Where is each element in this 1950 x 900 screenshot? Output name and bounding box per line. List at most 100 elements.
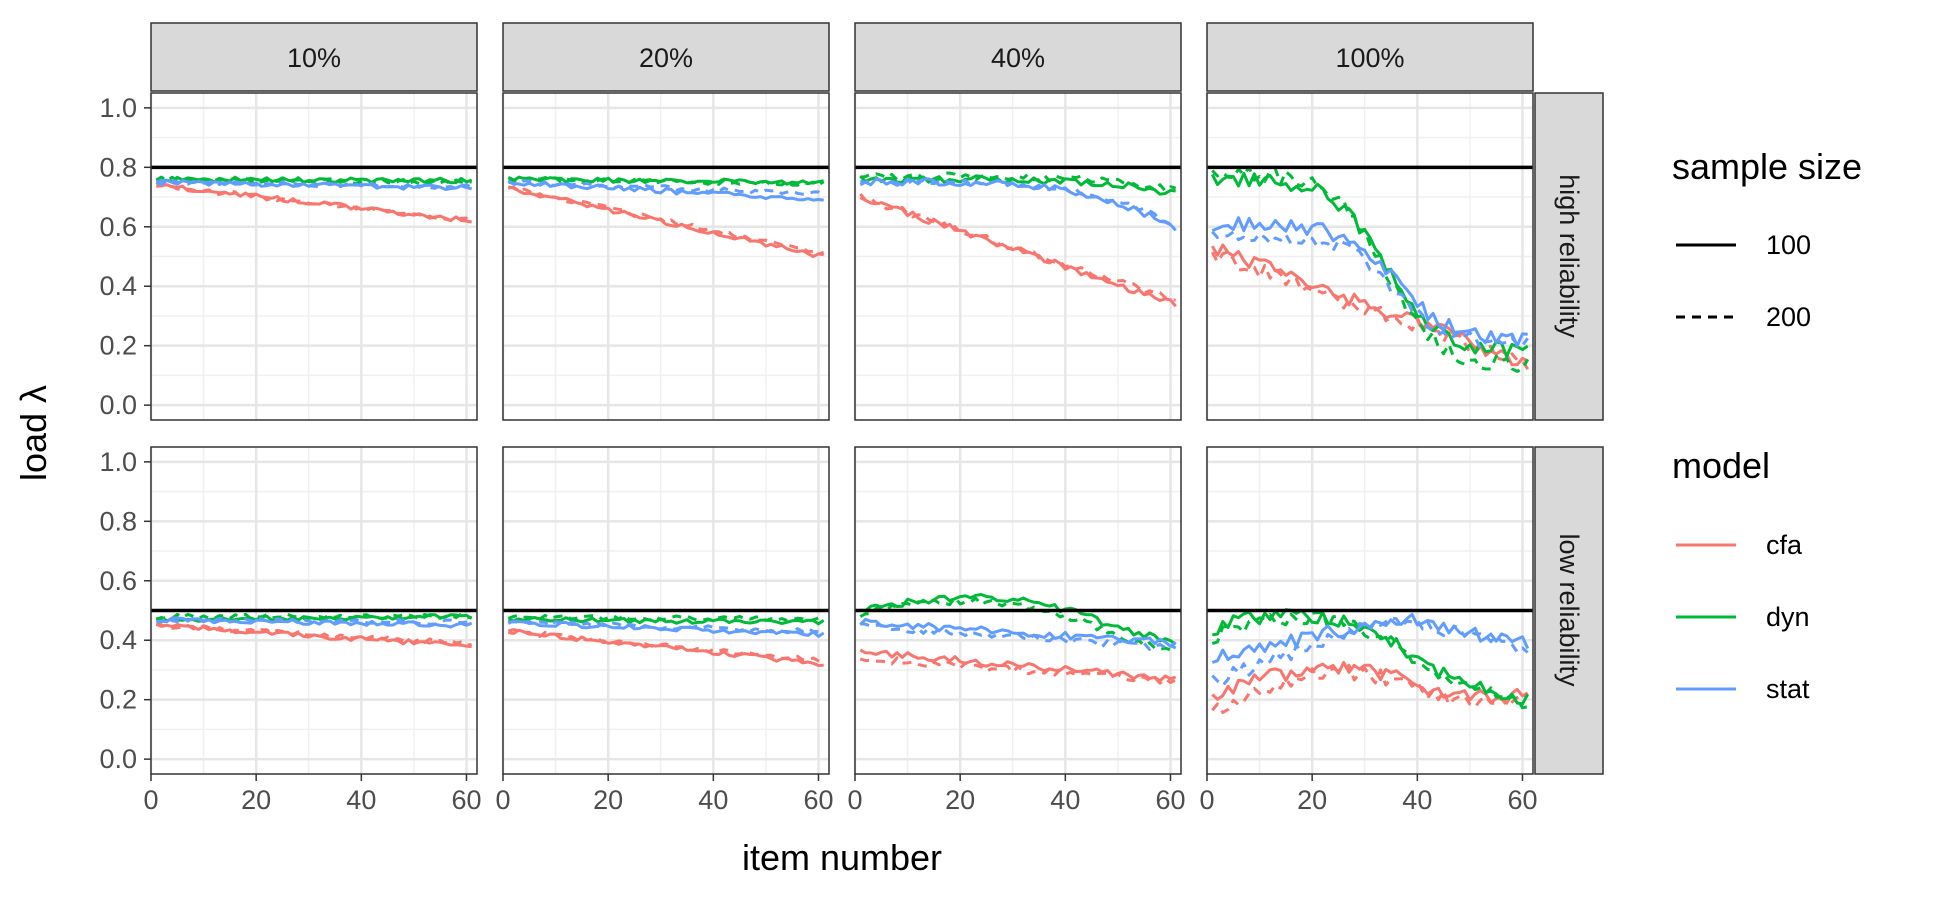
series-line-dyn-100 (508, 616, 825, 626)
panel-border (502, 92, 830, 421)
y-tick-label: 0.0 (99, 390, 137, 420)
series-line-dyn-200 (860, 171, 1177, 193)
series-line-stat-200 (859, 177, 1176, 226)
series-line-stat-200 (507, 179, 825, 197)
legend: sample size 100 200 model cfa dyn stat (1672, 146, 1862, 704)
strip-col-20: 20% (502, 22, 830, 92)
x-tick-label: 60 (1507, 785, 1537, 815)
y-tick-label: 0.4 (99, 271, 137, 301)
y-tick-label: 0.6 (99, 212, 137, 242)
panel-border (1206, 446, 1534, 775)
x-tick-label: 60 (803, 785, 833, 815)
series-line-dyn-200 (1211, 166, 1530, 373)
panel-border (502, 446, 830, 775)
x-tick-label: 40 (1402, 785, 1432, 815)
series-line-stat-200 (1211, 230, 1529, 350)
y-tick-label: 1.0 (99, 93, 137, 123)
y-tick-label: 0.2 (99, 685, 137, 715)
strip-row-high: high reliability (1534, 92, 1604, 421)
y-axis-title: load λ (13, 385, 54, 481)
y-tick-label: 0.0 (99, 744, 137, 774)
series-line-cfa-100 (859, 196, 1177, 308)
panel-1-2: 0 20 40 60 (847, 446, 1186, 815)
x-tick-label: 0 (1199, 785, 1214, 815)
x-tick-label: 20 (945, 785, 975, 815)
legend-title-model: model (1672, 445, 1770, 486)
panel-border (854, 446, 1182, 775)
legend-label-100: 100 (1766, 230, 1811, 260)
strip-label-col-40: 40% (991, 43, 1045, 73)
x-tick-label: 0 (143, 785, 158, 815)
legend-label-200: 200 (1766, 302, 1811, 332)
strip-label-col-20: 20% (639, 43, 693, 73)
series-line-dyn-200 (507, 175, 825, 187)
series-line-cfa-100 (155, 622, 472, 649)
strip-col-100: 100% (1206, 22, 1534, 92)
series-line-stat-200 (508, 620, 825, 635)
y-tick-label: 0.6 (99, 566, 137, 596)
series-line-cfa-200 (1210, 250, 1529, 370)
legend-label-dyn: dyn (1766, 602, 1810, 632)
series-line-cfa-200 (507, 628, 825, 665)
y-tick-label: 0.8 (99, 506, 137, 536)
strip-label-col-10: 10% (287, 43, 341, 73)
strip-col-10: 10% (150, 22, 478, 92)
legend-label-stat: stat (1766, 674, 1810, 704)
panel-border (150, 446, 478, 775)
x-tick-label: 20 (241, 785, 271, 815)
series-line-cfa-200 (859, 193, 1176, 302)
panel-0-3 (1205, 92, 1534, 421)
legend-label-cfa: cfa (1766, 530, 1803, 560)
panels: 0.0 0.2 0.4 0.6 0.8 1.0 0.0 0.2 0.4 0.6 0.8 1.0 0 20 4… (99, 92, 1538, 815)
panel-border (854, 92, 1182, 421)
strip-label-col-100: 100% (1335, 43, 1404, 73)
series-line-stat-200 (156, 616, 472, 626)
series-line-stat-100 (859, 177, 1177, 232)
strip-col-40: 40% (854, 22, 1182, 92)
series-line-cfa-200 (155, 181, 473, 223)
x-tick-label: 20 (1297, 785, 1327, 815)
series-line-cfa-100 (1211, 661, 1529, 705)
x-axis-title: item number (742, 837, 942, 878)
panel-1-0: 0.0 0.2 0.4 0.6 0.8 1.0 0 20 40 60 (99, 446, 482, 815)
series-line-stat-100 (1211, 216, 1528, 348)
x-tick-label: 60 (451, 785, 481, 815)
series-line-dyn-100 (859, 174, 1176, 196)
x-tick-label: 40 (698, 785, 728, 815)
strip-row-low: low reliability (1534, 446, 1604, 775)
series-line-dyn-100 (508, 175, 824, 186)
panel-1-3: 0 20 40 60 (1199, 446, 1538, 815)
y-tick-label: 0.8 (99, 152, 137, 182)
x-tick-label: 0 (847, 785, 862, 815)
x-tick-label: 40 (346, 785, 376, 815)
series-line-dyn-100 (860, 593, 1177, 646)
y-tick-label: 1.0 (99, 447, 137, 477)
legend-title-sample-size: sample size (1672, 146, 1862, 187)
y-tick-label: 0.4 (99, 625, 137, 655)
series-line-cfa-200 (859, 656, 1177, 685)
series-line-stat-200 (860, 622, 1177, 651)
series-line-stat-100 (156, 616, 473, 629)
strip-label-row-low: low reliability (1554, 533, 1584, 687)
panel-border (150, 92, 478, 421)
strip-label-row-high: high reliability (1554, 174, 1584, 338)
panel-border (1206, 92, 1534, 421)
panel-0-0: 0.0 0.2 0.4 0.6 0.8 1.0 (99, 92, 478, 421)
series-line-dyn-200 (507, 613, 825, 623)
series-line-dyn-200 (155, 175, 472, 186)
series-line-stat-100 (507, 180, 824, 202)
x-tick-label: 60 (1155, 785, 1185, 815)
series-line-stat-200 (1211, 616, 1529, 687)
x-tick-label: 20 (593, 785, 623, 815)
series-line-cfa-100 (508, 185, 824, 258)
x-tick-label: 40 (1050, 785, 1080, 815)
x-tick-label: 0 (495, 785, 510, 815)
series-line-stat-200 (155, 178, 473, 190)
series-line-cfa-200 (156, 622, 472, 647)
series-line-dyn-200 (1211, 611, 1529, 710)
panel-0-1 (501, 92, 830, 421)
panel-0-2 (853, 92, 1182, 421)
panel-1-1: 0 20 40 60 (495, 446, 834, 815)
y-tick-label: 0.2 (99, 331, 137, 361)
